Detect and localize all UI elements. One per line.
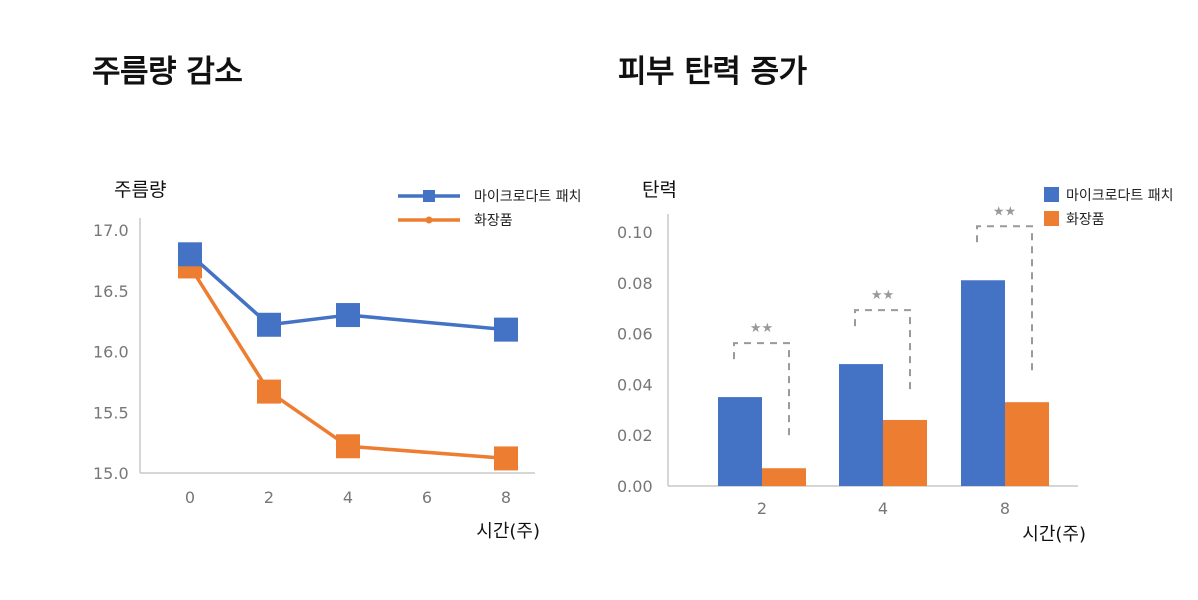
series-line bbox=[188, 265, 507, 461]
line-x-tick-label: 0 bbox=[185, 488, 195, 507]
bar bbox=[961, 280, 1005, 486]
significance-bracket bbox=[976, 225, 1033, 373]
significance-stars: ★★ bbox=[993, 204, 1016, 219]
legend-label: 마이크로다트 패치 bbox=[1066, 188, 1174, 204]
line-x-tick-label: 6 bbox=[422, 488, 432, 507]
bar-y-axis-label: 탄력 bbox=[642, 179, 677, 201]
bar-x-tick-label: 4 bbox=[878, 499, 888, 518]
line-y-tick-label: 15.0 bbox=[93, 464, 129, 483]
elasticity-headline: 피부 탄력 증가 bbox=[618, 54, 807, 90]
bar-y-tick-label: 0.10 bbox=[617, 223, 653, 242]
bar-x-tick-label: 8 bbox=[1000, 499, 1010, 518]
data-point-marker bbox=[336, 434, 360, 459]
bar bbox=[718, 397, 762, 486]
bar-x-axis-label: 시간(주) bbox=[1022, 524, 1086, 545]
series-line bbox=[188, 252, 507, 332]
data-point-marker bbox=[257, 379, 281, 404]
legend-label: 화장품 bbox=[474, 213, 513, 229]
line-y-axis-label: 주름량 bbox=[114, 179, 166, 201]
bar bbox=[762, 468, 806, 486]
bar bbox=[883, 419, 927, 486]
line-y-tick-label: 16.0 bbox=[93, 343, 129, 362]
data-point-marker bbox=[178, 242, 202, 267]
significance-bracket bbox=[854, 309, 911, 390]
bar-y-tick-label: 0.06 bbox=[617, 325, 653, 344]
legend-swatch bbox=[1044, 187, 1059, 202]
bar-y-tick-label: 0.02 bbox=[617, 426, 653, 445]
legend-label: 마이크로다트 패치 bbox=[474, 189, 582, 205]
bar bbox=[839, 364, 883, 486]
line-x-tick-label: 8 bbox=[501, 488, 511, 507]
line-x-tick-label: 4 bbox=[343, 488, 353, 507]
bar-x-tick-label: 2 bbox=[757, 499, 767, 518]
bar-y-tick-label: 0.00 bbox=[617, 477, 653, 496]
data-point-marker bbox=[336, 303, 360, 328]
legend-label: 화장품 bbox=[1066, 212, 1105, 228]
wrinkle-headline: 주름량 감소 bbox=[92, 54, 243, 90]
legend-swatch-marker bbox=[423, 190, 435, 202]
line-x-axis-label: 시간(주) bbox=[476, 521, 540, 542]
bar-y-tick-label: 0.04 bbox=[617, 375, 653, 394]
legend-swatch bbox=[1044, 211, 1059, 226]
significance-stars: ★★ bbox=[750, 321, 773, 336]
line-y-tick-label: 16.5 bbox=[93, 282, 129, 301]
line-x-tick-label: 2 bbox=[264, 488, 274, 507]
significance-stars: ★★ bbox=[871, 288, 894, 303]
data-point-marker bbox=[494, 446, 518, 471]
legend-swatch-marker bbox=[425, 216, 433, 224]
data-point-marker bbox=[494, 317, 518, 342]
significance-bracket bbox=[733, 342, 790, 439]
bar bbox=[1005, 402, 1049, 486]
bar-y-tick-label: 0.08 bbox=[617, 274, 653, 293]
data-point-marker bbox=[257, 312, 281, 337]
line-y-tick-label: 15.5 bbox=[93, 403, 129, 422]
line-y-tick-label: 17.0 bbox=[93, 221, 129, 240]
